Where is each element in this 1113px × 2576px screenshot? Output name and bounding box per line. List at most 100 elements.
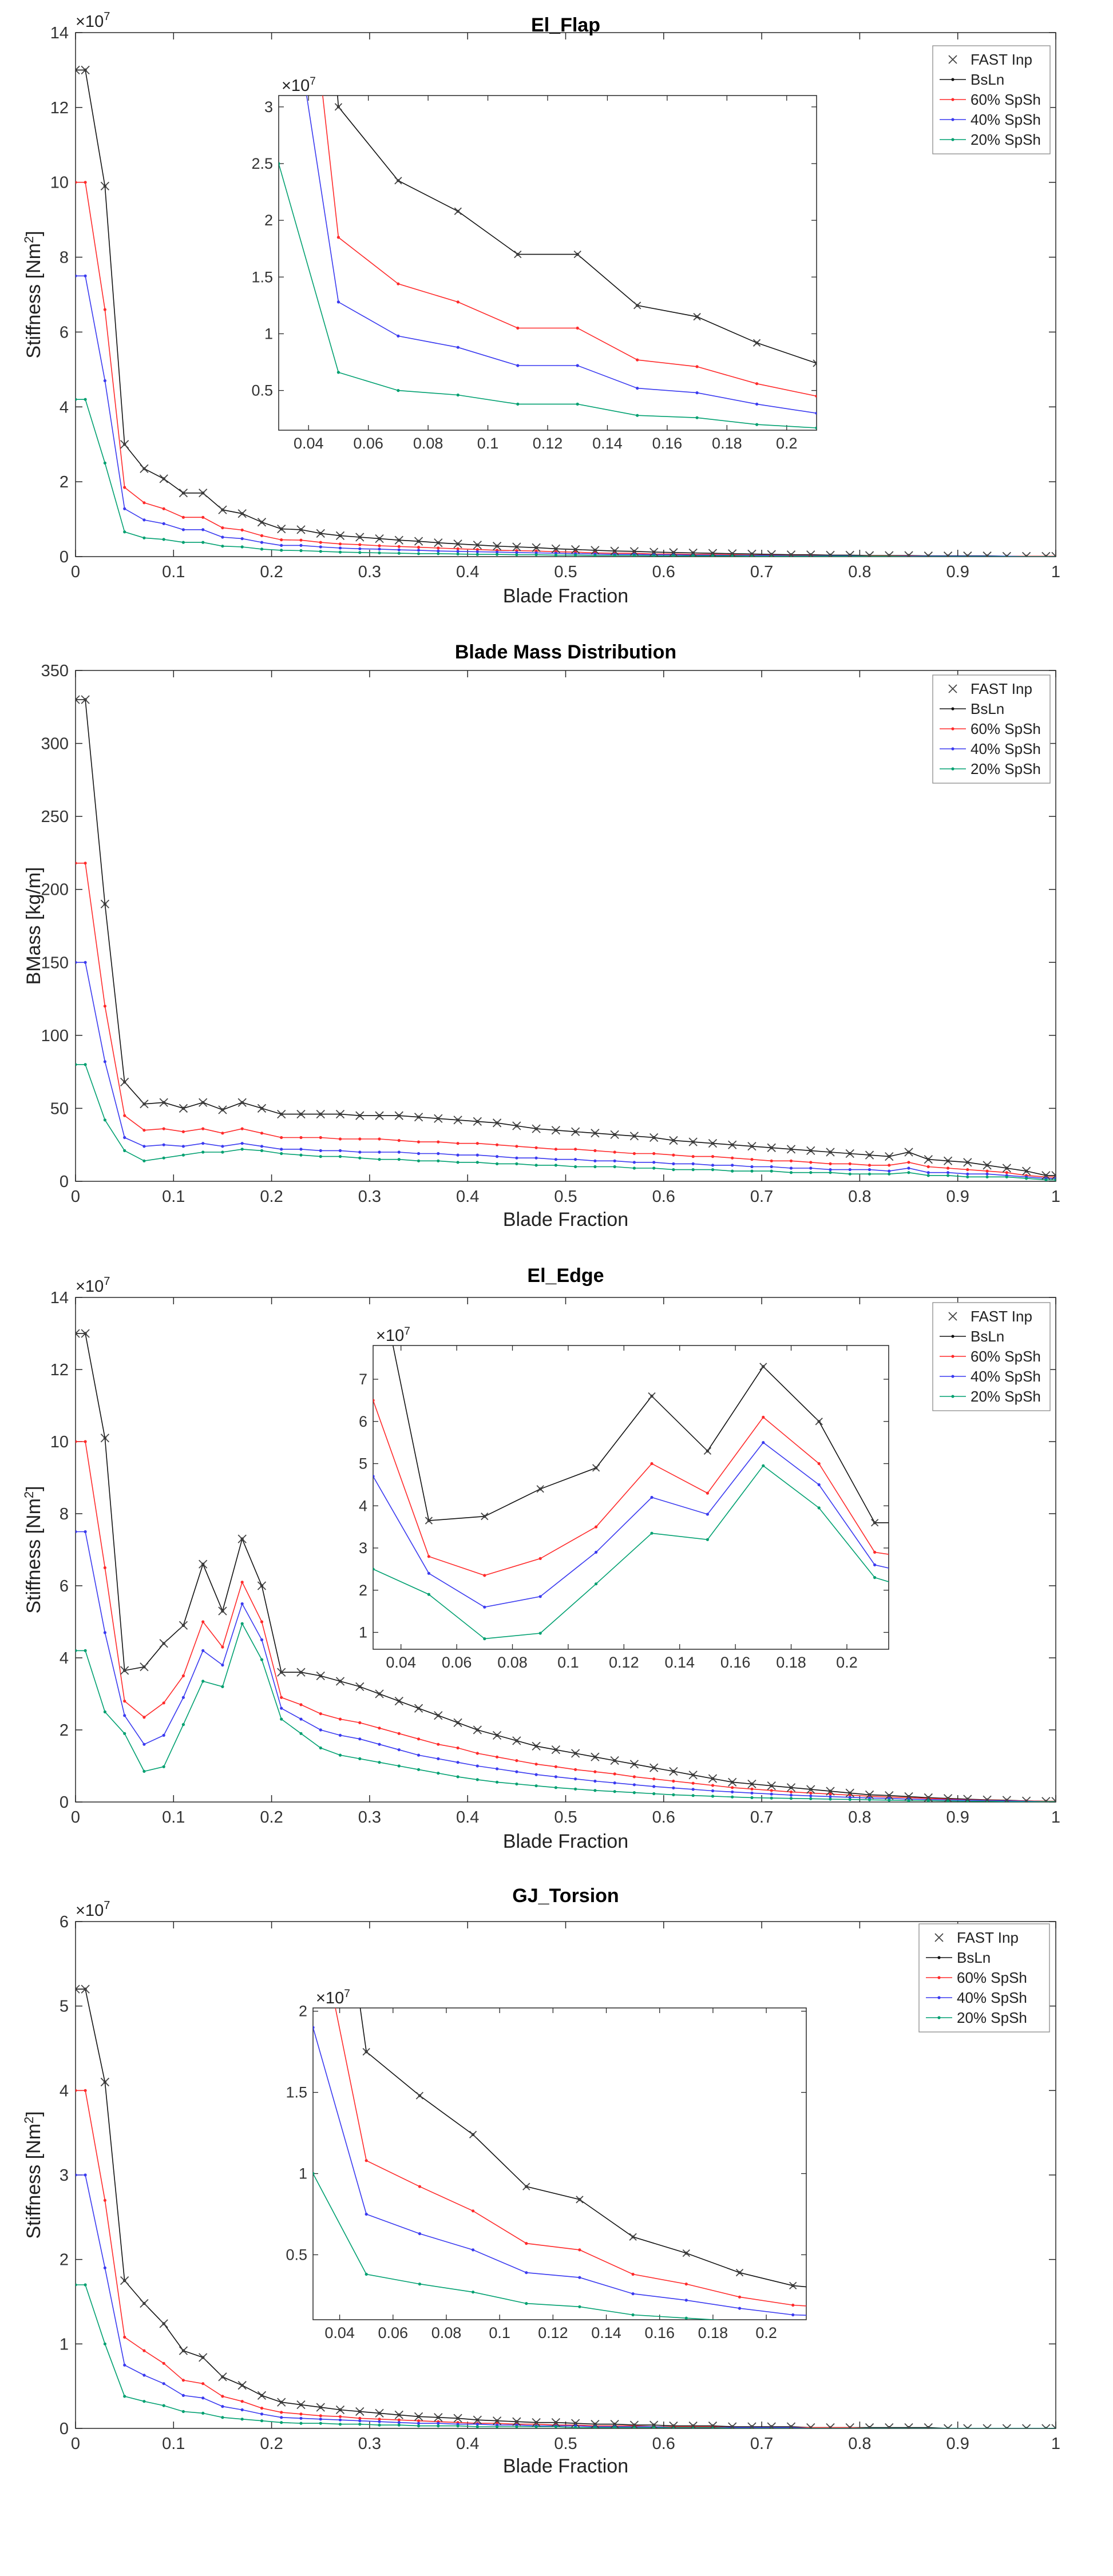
series-line-40--spsh <box>76 962 1056 1179</box>
fast-inp-marker <box>179 2346 188 2355</box>
series-point <box>397 1732 401 1735</box>
inset-series-point <box>373 1399 375 1402</box>
fast-inp-marker <box>943 551 953 557</box>
series-point <box>534 553 538 557</box>
x-tick-label: 0.8 <box>848 563 871 581</box>
cross-stroke <box>375 2408 384 2418</box>
series-point <box>280 1706 283 1710</box>
cross-stroke <box>815 1418 823 1426</box>
fast-inp-marker <box>845 2423 854 2428</box>
series-point <box>142 2400 146 2403</box>
cross-stroke <box>179 489 188 498</box>
cross-stroke <box>1006 2424 1011 2428</box>
series-point <box>221 545 224 548</box>
legend-label: BsLn <box>971 700 1004 717</box>
series-point <box>76 1440 77 1443</box>
fast-inp-marker <box>983 1161 992 1170</box>
fast-inp-marker <box>610 2419 619 2428</box>
x-tick-label: 0.6 <box>652 1808 675 1827</box>
series-point <box>221 526 224 530</box>
cross-stroke <box>759 1363 767 1371</box>
cross-stroke <box>76 695 80 701</box>
fast-inp-marker <box>453 2414 462 2423</box>
inset-series-point <box>817 1462 821 1466</box>
cross-stroke <box>591 1129 600 1138</box>
cross-stroke <box>375 534 384 543</box>
cross-stroke <box>229 1488 236 1495</box>
series-point <box>515 2425 518 2428</box>
y-tick-label: 14 <box>50 24 69 42</box>
cross-stroke <box>592 1464 600 1472</box>
fast-inp-marker <box>1041 1797 1051 1802</box>
legend-item: BsLn <box>940 700 1004 717</box>
cross-stroke <box>571 545 580 554</box>
cross-stroke <box>1044 551 1051 557</box>
series-point <box>574 1148 577 1151</box>
legend-symbol-point <box>951 707 954 711</box>
fast-inp-marker <box>904 551 913 557</box>
cross-stroke <box>1004 1796 1011 1802</box>
series-point <box>260 541 264 544</box>
inset-series-point <box>1005 2302 1008 2305</box>
cross-stroke <box>927 1519 934 1526</box>
fast-inp-marker <box>512 2417 521 2426</box>
inset-series-point <box>1005 2320 1008 2323</box>
cross-stroke <box>199 2353 208 2362</box>
y-label-close: ] <box>23 1486 45 1491</box>
fast-inp-marker <box>767 1143 776 1152</box>
legend-label: BsLn <box>971 71 1004 88</box>
series-point <box>103 308 106 311</box>
inset-series-point <box>313 2172 315 2176</box>
series-point <box>338 2423 342 2426</box>
series-point <box>397 551 401 555</box>
inset-series-point <box>706 1513 709 1516</box>
inset-series-point <box>985 1610 988 1613</box>
series-point <box>985 1169 989 1173</box>
series-point <box>437 1772 440 1775</box>
series-point <box>240 1581 244 1584</box>
y-label-sup: 2 <box>22 2117 36 2123</box>
cross-stroke <box>473 2415 482 2424</box>
cross-stroke <box>828 550 835 557</box>
fast-inp-marker <box>1041 1171 1051 1180</box>
inset-fast-inp-marker <box>1094 1536 1101 1543</box>
series-point <box>652 1777 656 1781</box>
inset-series-point <box>995 382 997 385</box>
fast-inp-marker <box>434 2413 443 2422</box>
cross-stroke <box>690 2421 698 2428</box>
cross-stroke <box>362 2048 370 2056</box>
inset-series-point <box>373 1567 375 1571</box>
cross-stroke <box>140 1662 149 1672</box>
series-point <box>397 2421 401 2424</box>
cross-stroke <box>924 1155 933 1164</box>
series-point <box>809 1794 813 1797</box>
series-point <box>437 546 440 550</box>
y-axis-label: BMass [kg/m] <box>23 867 45 985</box>
fast-inp-marker <box>845 1788 854 1797</box>
cross-stroke <box>81 65 90 75</box>
fast-inp-marker <box>100 2077 110 2087</box>
inset-fast-inp-marker <box>693 313 701 321</box>
inset-series-point <box>595 1550 598 1554</box>
series-point <box>417 2424 421 2428</box>
cross-stroke <box>512 2417 521 2426</box>
y-tick-label: 50 <box>50 1100 69 1118</box>
cross-stroke <box>375 1689 384 1698</box>
series-point <box>84 960 87 964</box>
inset-series-point <box>738 2320 741 2323</box>
inset-series-line <box>279 162 817 428</box>
series-point <box>711 554 715 557</box>
cross-stroke <box>218 1606 227 1616</box>
x-tick-label: 0 <box>71 1188 80 1206</box>
fast-inp-marker <box>747 1142 756 1151</box>
series-point <box>123 1714 126 1717</box>
cross-stroke <box>610 2419 619 2428</box>
x-tick-label: 0.2 <box>260 1808 283 1827</box>
series-point <box>76 398 77 401</box>
cross-stroke <box>669 1767 678 1776</box>
fast-inp-marker <box>257 1581 267 1590</box>
inset-series-point <box>232 1490 235 1493</box>
inset-series-point <box>791 2323 794 2326</box>
fast-inp-marker <box>826 1787 835 1796</box>
series-point <box>691 1781 695 1785</box>
